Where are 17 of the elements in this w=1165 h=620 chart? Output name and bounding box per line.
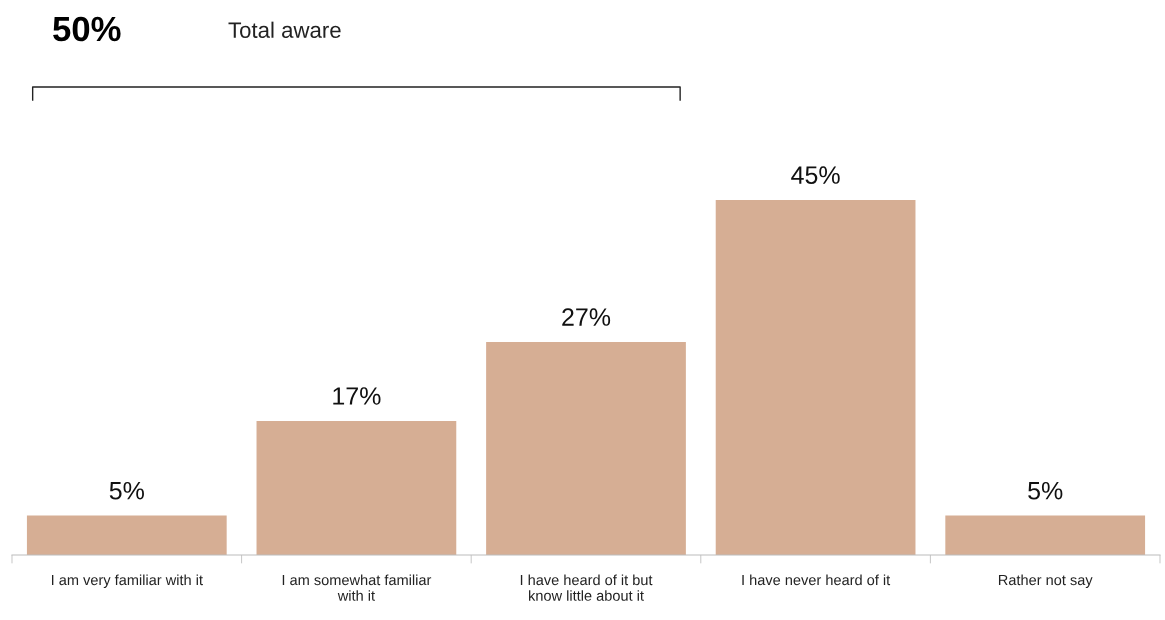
x-tick-label: I have never heard of it xyxy=(742,574,891,586)
bar xyxy=(715,200,916,555)
data-label: 5% xyxy=(109,481,144,500)
data-label: 27% xyxy=(562,308,611,326)
bar xyxy=(256,420,457,555)
x-tick-label: Rather not say xyxy=(998,574,1093,589)
bar xyxy=(26,515,227,555)
data-label: 5% xyxy=(1028,481,1063,500)
text: Total aware xyxy=(228,21,341,38)
x-tick-label: I have heard of it but know little about it xyxy=(520,574,653,601)
bar xyxy=(945,515,1146,555)
text: 50% xyxy=(53,16,121,42)
x-tick-label: I am somewhat familiar with it xyxy=(282,574,432,601)
x-tick-label: I am very familiar with it xyxy=(51,574,203,589)
data-label: 17% xyxy=(333,387,381,405)
bar xyxy=(486,342,686,555)
data-label: 45% xyxy=(791,166,840,184)
